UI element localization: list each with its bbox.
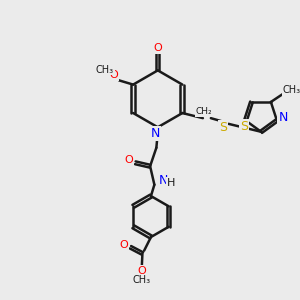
Text: CH₃: CH₃ [96, 64, 114, 74]
Text: O: O [120, 240, 128, 250]
Text: N: N [278, 111, 288, 124]
Text: CH₃: CH₃ [282, 85, 300, 95]
Text: H: H [167, 178, 176, 188]
Text: O: O [110, 70, 118, 80]
Text: O: O [153, 43, 162, 52]
Text: S: S [219, 121, 227, 134]
Text: CH₂: CH₂ [196, 107, 213, 116]
Text: CH₃: CH₃ [133, 275, 151, 285]
Text: O: O [125, 155, 134, 165]
Text: S: S [240, 120, 248, 133]
Text: O: O [137, 266, 146, 276]
Text: N: N [151, 127, 160, 140]
Text: N: N [159, 174, 168, 187]
